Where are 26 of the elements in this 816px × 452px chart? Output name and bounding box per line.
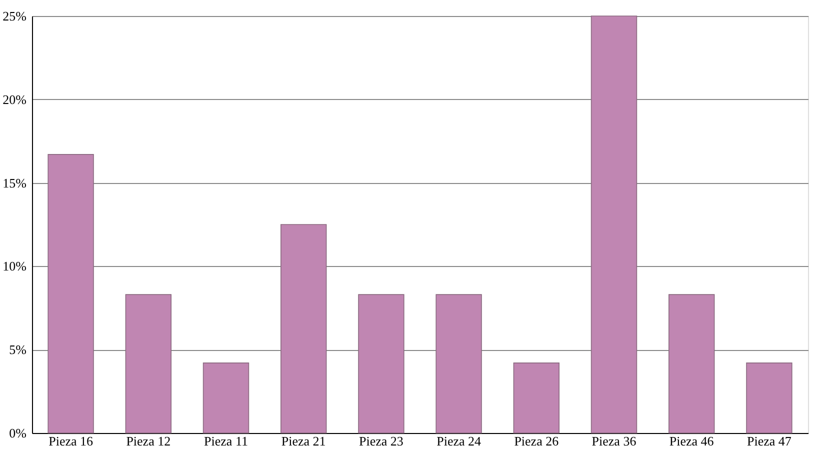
x-tick-label: Pieza 12 — [126, 434, 171, 448]
x-tick-label: Pieza 24 — [436, 434, 482, 448]
bar — [590, 16, 638, 434]
y-tick-label: 5% — [9, 342, 27, 358]
bar — [125, 294, 172, 434]
x-tick-label: Pieza 47 — [746, 434, 792, 448]
y-tick-label: 15% — [2, 175, 27, 190]
x-tick-label: Pieza 36 — [592, 434, 637, 448]
x-tick-label: Pieza 16 — [48, 434, 94, 448]
bar — [668, 294, 715, 434]
y-tick-label: 25% — [2, 8, 27, 24]
bar — [436, 294, 482, 434]
y-tick-label: 20% — [2, 92, 27, 107]
x-tick-label: Pieza 23 — [358, 434, 404, 448]
x-tick-label: Pieza 21 — [281, 434, 326, 448]
x-tick-label: Pieza 26 — [514, 434, 560, 448]
bar — [358, 294, 404, 434]
bar — [48, 154, 94, 434]
x-tick-label: Pieza 46 — [669, 434, 714, 448]
bar — [513, 362, 560, 434]
bar — [280, 224, 327, 434]
bar — [746, 362, 792, 434]
bar — [202, 362, 250, 434]
y-tick-label: 10% — [2, 258, 27, 274]
y-tick-label: 0% — [9, 426, 27, 440]
x-tick-label: Pieza 11 — [204, 434, 248, 448]
